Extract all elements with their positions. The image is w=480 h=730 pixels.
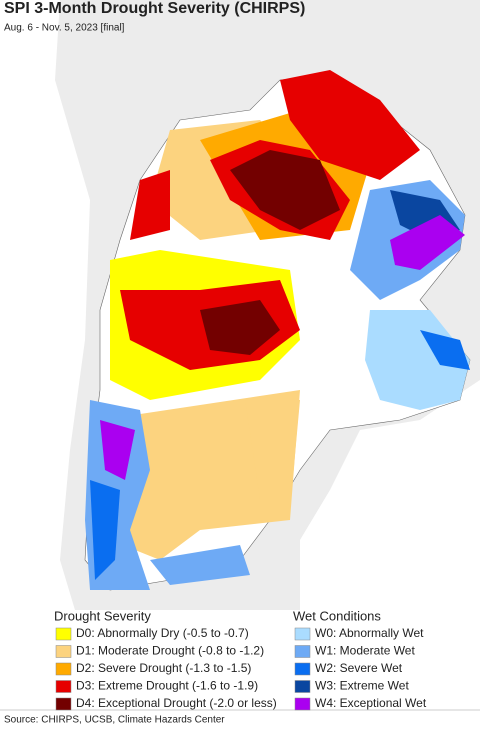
legend-swatch [294,697,311,711]
legend-label: D4: Exceptional Drought (-2.0 or less) [76,696,277,710]
legend-label: D1: Moderate Drought (-0.8 to -1.2) [76,644,264,658]
legend-swatch [294,627,311,641]
legend-label: W4: Exceptional Wet [315,696,427,710]
source-note: Source: CHIRPS, UCSB, Climate Hazards Ce… [4,715,225,726]
legend-swatch [294,680,311,693]
legend-swatch [294,645,311,658]
legend-swatch [55,662,72,676]
study-region [84,70,471,591]
legend-title: Wet Conditions [293,608,381,623]
legend-label: D0: Abnormally Dry (-0.5 to -0.7) [76,626,249,640]
map-title: SPI 3-Month Drought Severity (CHIRPS) [4,0,305,17]
legend-swatch [55,627,72,641]
legend-swatch [55,645,72,658]
legend-label: W3: Extreme Wet [315,679,409,693]
legend-label: W0: Abnormally Wet [315,626,424,640]
legend-title: Drought Severity [54,608,151,623]
legend-panel [0,610,480,710]
legend-label: D2: Severe Drought (-1.3 to -1.5) [76,661,251,675]
legend-label: W2: Severe Wet [315,661,403,675]
legend-label: W1: Moderate Wet [315,644,415,658]
legend-swatch [294,662,311,676]
legend-label: D3: Extreme Drought (-1.6 to -1.9) [76,679,258,693]
map-subtitle: Aug. 6 - Nov. 5, 2023 [final] [4,23,125,34]
legend-swatch [55,697,72,711]
ocean-west [0,0,90,610]
legend-swatch [55,680,72,693]
ocean-east [300,380,480,610]
